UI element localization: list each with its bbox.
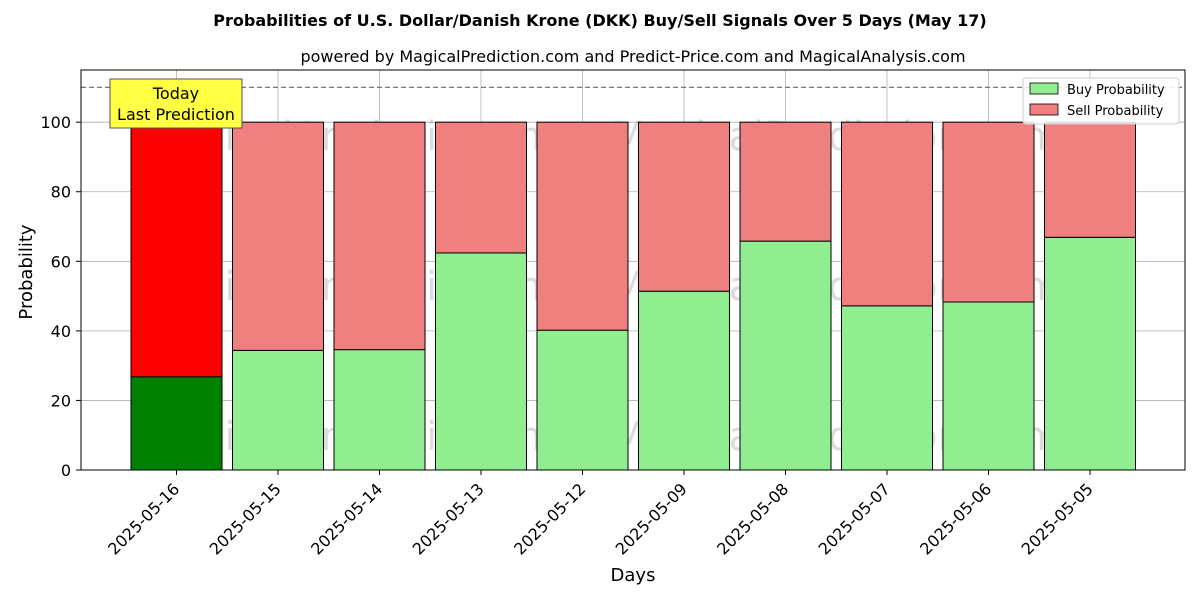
- bar-buy-2025-05-07: [841, 305, 933, 471]
- x-tick-label: 2025-05-09: [612, 479, 691, 558]
- bar-sell-2025-05-12: [536, 121, 629, 331]
- legend-swatch-sell: [1029, 103, 1059, 116]
- x-tick-label: 2025-05-07: [815, 479, 894, 558]
- y-tick-label: 20: [51, 391, 71, 410]
- bar-buy-2025-05-06: [942, 301, 1035, 471]
- legend-frame: [1022, 77, 1180, 125]
- legend-label-sell: Sell Probability: [1067, 104, 1164, 119]
- bar-sell-2025-05-13: [435, 121, 527, 254]
- y-axis-label: Probability: [16, 224, 37, 319]
- y-tick-label: 0: [61, 461, 71, 480]
- annotation-line2: Last Prediction: [117, 105, 235, 124]
- x-tick-label: 2025-05-15: [206, 479, 285, 558]
- bar-sell-2025-05-09: [638, 121, 730, 292]
- bar-buy-2025-05-16: [130, 376, 223, 471]
- x-tick-label: 2025-05-06: [916, 479, 995, 558]
- y-tick-label: 60: [51, 252, 71, 271]
- chart-title: Probabilities of U.S. Dollar/Danish Kron…: [213, 11, 986, 30]
- legend: Buy Probability Sell Probability: [1022, 77, 1180, 125]
- bars: [130, 121, 1136, 471]
- annotation-line1: Today: [152, 84, 199, 103]
- x-tick-label: 2025-05-13: [409, 479, 488, 558]
- bar-sell-2025-05-15: [232, 121, 324, 351]
- axes: [80, 69, 1186, 471]
- bar-sell-2025-05-06: [942, 121, 1035, 303]
- bar-sell-2025-05-16: [130, 121, 223, 378]
- bar-buy-2025-05-05: [1044, 236, 1136, 471]
- bar-sell-2025-05-14: [333, 121, 426, 351]
- today-annotation: Today Last Prediction: [109, 78, 243, 129]
- x-tick-label: 2025-05-12: [510, 479, 589, 558]
- x-tick-label: 2025-05-08: [713, 479, 792, 558]
- bar-buy-2025-05-15: [232, 349, 324, 471]
- y-tick-label: 80: [51, 183, 71, 202]
- bar-buy-2025-05-14: [333, 349, 426, 471]
- plot-frame: [80, 69, 1186, 471]
- bar-sell-2025-05-08: [739, 121, 832, 242]
- y-tick-label: 40: [51, 322, 71, 341]
- x-tick-label: 2025-05-05: [1018, 479, 1097, 558]
- x-tick-label: 2025-05-14: [307, 479, 386, 558]
- bar-sell-2025-05-05: [1044, 121, 1136, 238]
- x-axis-label: Days: [611, 565, 656, 586]
- bar-buy-2025-05-12: [536, 329, 629, 471]
- x-tick-label: 2025-05-16: [104, 479, 183, 558]
- bar-buy-2025-05-08: [739, 240, 832, 471]
- annotation-box: [109, 78, 243, 129]
- y-tick-label: 100: [40, 113, 71, 132]
- bar-buy-2025-05-13: [435, 252, 527, 471]
- bar-buy-2025-05-09: [638, 290, 730, 471]
- bar-sell-2025-05-07: [841, 121, 933, 307]
- chart-subtitle: powered by MagicalPrediction.com and Pre…: [300, 47, 965, 66]
- legend-swatch-buy: [1029, 82, 1059, 95]
- legend-label-buy: Buy Probability: [1067, 83, 1165, 98]
